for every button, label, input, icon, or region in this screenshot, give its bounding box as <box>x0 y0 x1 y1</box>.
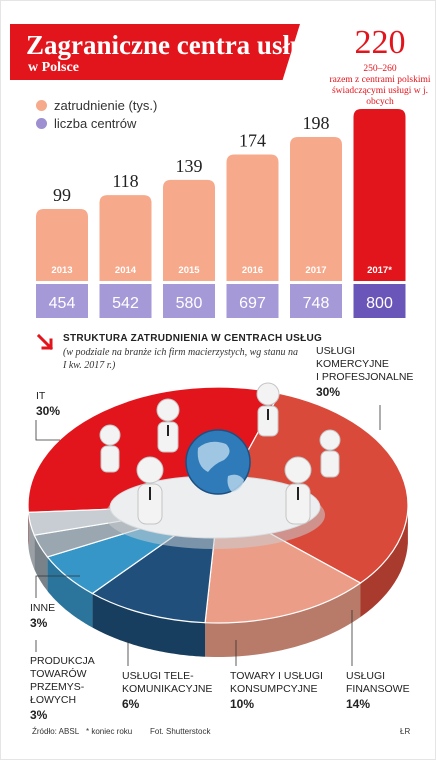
pie-label-it-pct: 30% <box>36 404 61 418</box>
pie-section-title: Struktura zatrudnienia w centrach usług <box>63 333 323 344</box>
pie-label-commercial-l3: i profesjonalne <box>316 371 414 383</box>
highlight-text: razem z centrami polskimi świadczącymi u… <box>329 75 431 107</box>
pie-label-commercial-pct: 30% <box>316 385 341 399</box>
pie-label-consumer-pct: 10% <box>230 697 255 711</box>
pie-label-it: IT 30% <box>36 390 60 418</box>
pie-label-production-l4: łowych <box>30 694 77 706</box>
pie-label-production-l3: przemys- <box>30 681 85 693</box>
bar-year-label: 2016 <box>242 265 263 276</box>
page-subtitle: w Polsce <box>28 60 79 75</box>
bar-year-label: 2017* <box>367 265 392 276</box>
title-banner <box>10 24 300 80</box>
pie-label-production-l1: Produkcja <box>30 655 95 667</box>
pie-label-finance: Usługi finansowe 14% <box>346 670 410 711</box>
arrow-down-right-icon <box>36 333 54 351</box>
bar-employment-2015 <box>163 179 215 281</box>
bar-employment-2017-end <box>353 109 406 281</box>
center-count-box <box>226 284 279 318</box>
pie-label-production-pct: 3% <box>30 708 48 722</box>
center-count-box <box>36 284 88 318</box>
highlight-number: 220 <box>354 24 406 61</box>
pie-label-finance-l1: Usługi <box>346 670 386 682</box>
page-title: Zagraniczne centra usług <box>26 30 319 60</box>
pie-label-commercial: Usługi komercyjne i profesjonalne 30% <box>316 345 413 399</box>
bar-employment-2013 <box>36 209 88 281</box>
footer-note: * koniec roku <box>86 727 133 736</box>
people-around-globe-illustration <box>99 382 341 549</box>
bar-value-employment: 118 <box>112 171 138 191</box>
pie-label-consumer-l1: Towary i usługi <box>230 670 323 682</box>
legend-item-centers: liczba centrów <box>36 116 136 131</box>
pie-label-telecom-pct: 6% <box>122 697 140 711</box>
pie-label-consumer-l2: konsumpcyjne <box>230 683 318 695</box>
pie-label-other: Inne 3% <box>30 602 55 630</box>
pie-label-finance-l2: finansowe <box>346 683 410 695</box>
legend-label-employment: zatrudnienie (tys.) <box>54 98 158 113</box>
legend-swatch-centers <box>36 118 47 129</box>
bar-employment-2017 <box>290 137 342 281</box>
pie-slice <box>217 392 409 584</box>
bar-value-employment: 139 <box>176 156 203 176</box>
footer-source: Źródło: ABSL <box>32 727 80 736</box>
pie-label-telecom-l2: komunikacyjne <box>122 683 213 695</box>
center-count-box <box>353 284 406 318</box>
bar-year-label: 2013 <box>51 265 72 276</box>
employment-bar-chart: 99 2013 454 118 2014 542 139 2015 580 174 2016 697 1… <box>36 109 406 318</box>
pie-label-production-l2: towarów <box>30 668 87 680</box>
pie-label-finance-pct: 14% <box>346 697 371 711</box>
center-count-box <box>99 284 152 318</box>
pie-slice-side <box>92 593 206 657</box>
bar-year-label: 2014 <box>115 265 137 276</box>
center-count-box <box>290 284 342 318</box>
pie-label-production: Produkcja towarów przemys- łowych 3% <box>30 655 95 722</box>
bar-value-employment: 174 <box>239 130 266 150</box>
pie-label-commercial-l2: komercyjne <box>316 358 389 370</box>
pie-slice-side <box>28 512 35 570</box>
footer-author: ŁR <box>400 727 411 736</box>
center-count-value: 748 <box>303 295 330 312</box>
center-count-value: 454 <box>49 295 76 312</box>
center-count-value: 697 <box>239 295 266 312</box>
bar-year-label: 2017 <box>305 265 326 276</box>
pie-label-telecom: Usługi tele- komunikacyjne 6% <box>122 670 212 711</box>
pie-slice-side <box>360 509 408 617</box>
pie-slice-side <box>205 583 361 657</box>
bar-employment-2014 <box>99 195 152 281</box>
pie-label-other-pct: 3% <box>30 616 48 630</box>
bar-value-employment: 99 <box>53 185 71 205</box>
bar-value-employment: 198 <box>303 113 330 133</box>
center-count-value: 542 <box>112 295 139 312</box>
center-count-value: 800 <box>366 295 393 312</box>
center-count-value: 580 <box>176 295 203 312</box>
bar-employment-2016 <box>226 154 279 281</box>
pie-section-subtitle: (w podziale na branże ich firm macierzys… <box>63 347 298 371</box>
footer-photo-credit: Fot. Shutterstock <box>150 727 211 736</box>
pie-label-other-name: Inne <box>30 602 56 614</box>
center-count-box <box>163 284 215 318</box>
bar-year-label: 2015 <box>178 265 200 276</box>
legend-label-centers: liczba centrów <box>54 116 137 131</box>
pie-label-consumer: Towary i usługi konsumpcyjne 10% <box>230 670 323 711</box>
pie-label-commercial-l1: Usługi <box>316 345 356 357</box>
pie-label-telecom-l1: Usługi tele- <box>122 670 194 682</box>
highlight-range: 250–260 <box>363 64 397 74</box>
legend-swatch-employment <box>36 100 47 111</box>
pie-label-it-name: IT <box>36 390 46 402</box>
legend-item-employment: zatrudnienie (tys.) <box>36 98 157 113</box>
